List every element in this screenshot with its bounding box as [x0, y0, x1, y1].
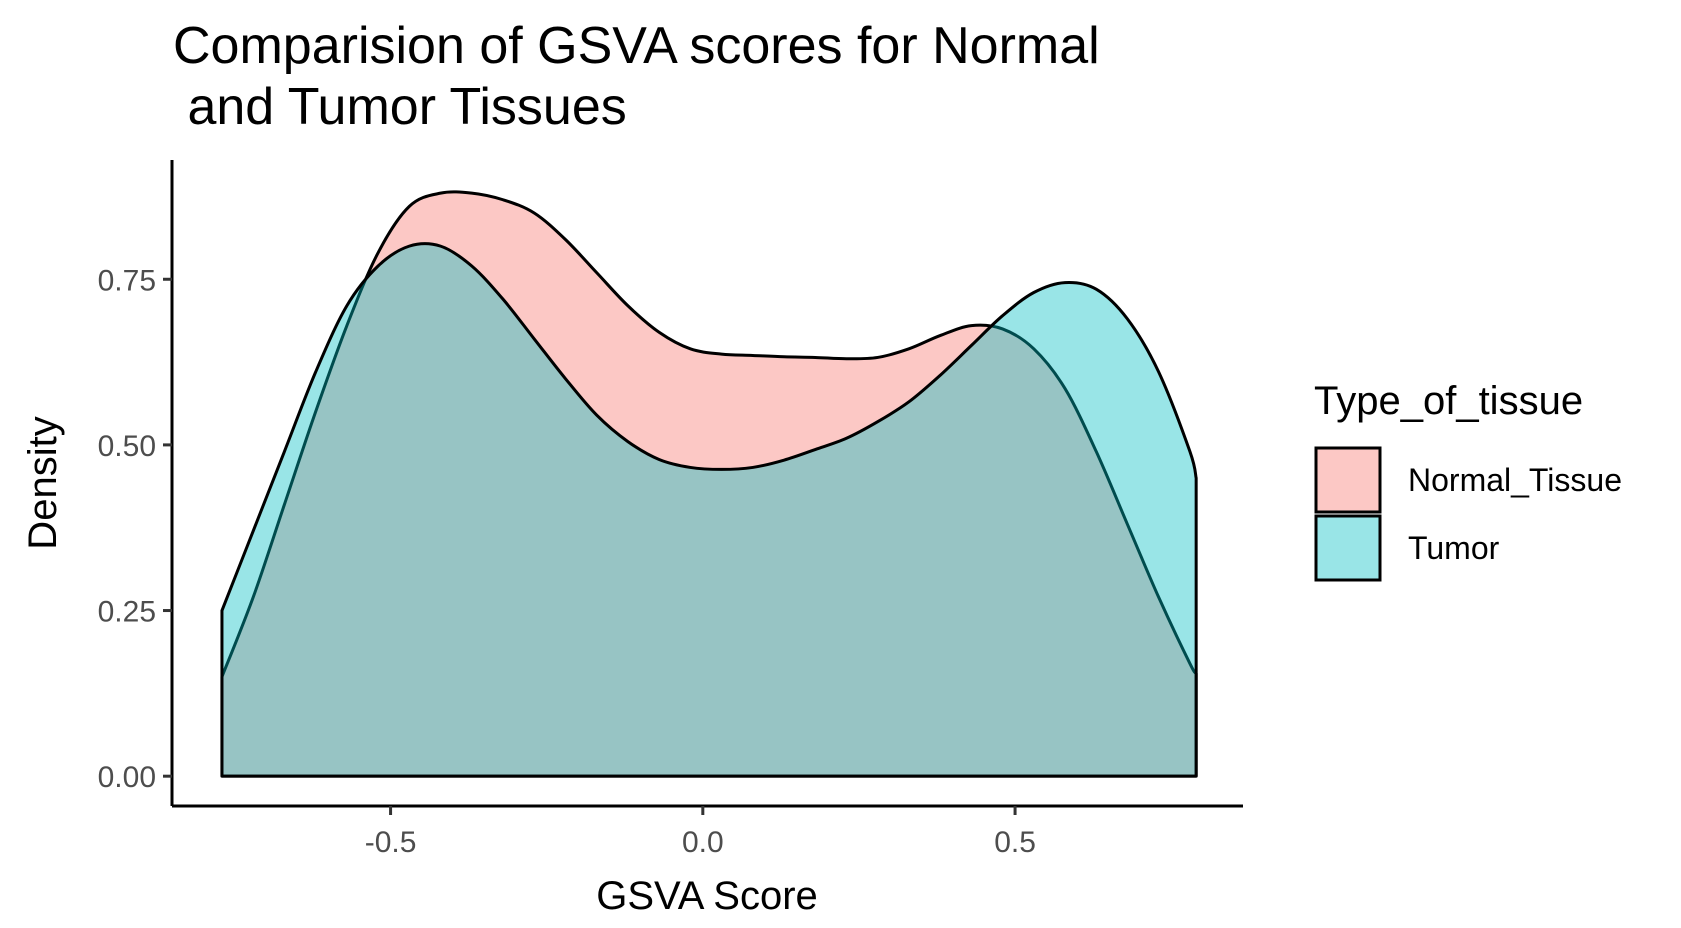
y-tick-label: 0.25 — [98, 596, 156, 629]
x-tick-label: 0.0 — [682, 826, 724, 859]
density-area-tumor — [220, 242, 1198, 778]
legend-key-background — [1314, 446, 1382, 514]
legend-label: Normal_Tissue — [1408, 462, 1622, 498]
x-ticks: -0.5 0.0 0.5 — [365, 806, 1036, 859]
density-area-normal-tissue — [220, 190, 1198, 778]
chart-title-line-2: and Tumor Tissues — [173, 78, 627, 136]
y-axis-title: Density — [21, 416, 65, 549]
density-areas — [220, 190, 1198, 778]
x-tick-label: -0.5 — [365, 826, 417, 859]
y-tick-label: 0.00 — [98, 761, 156, 794]
legend: Type_of_tissue Normal_Tissue Tumor — [1314, 379, 1622, 582]
chart-title-line-1: Comparision of GSVA scores for Normal — [173, 17, 1100, 75]
legend-label: Tumor — [1408, 530, 1500, 566]
x-tick-label: 0.5 — [994, 826, 1036, 859]
x-axis-title: GSVA Score — [596, 874, 818, 918]
legend-key-background — [1314, 514, 1382, 582]
y-ticks: 0.00 0.25 0.50 0.75 — [98, 264, 172, 794]
legend-key-normal-tissue — [1314, 446, 1382, 514]
legend-key-tumor — [1314, 514, 1382, 582]
y-tick-label: 0.75 — [98, 264, 156, 297]
y-tick-label: 0.50 — [98, 430, 156, 463]
legend-title: Type_of_tissue — [1314, 379, 1583, 423]
